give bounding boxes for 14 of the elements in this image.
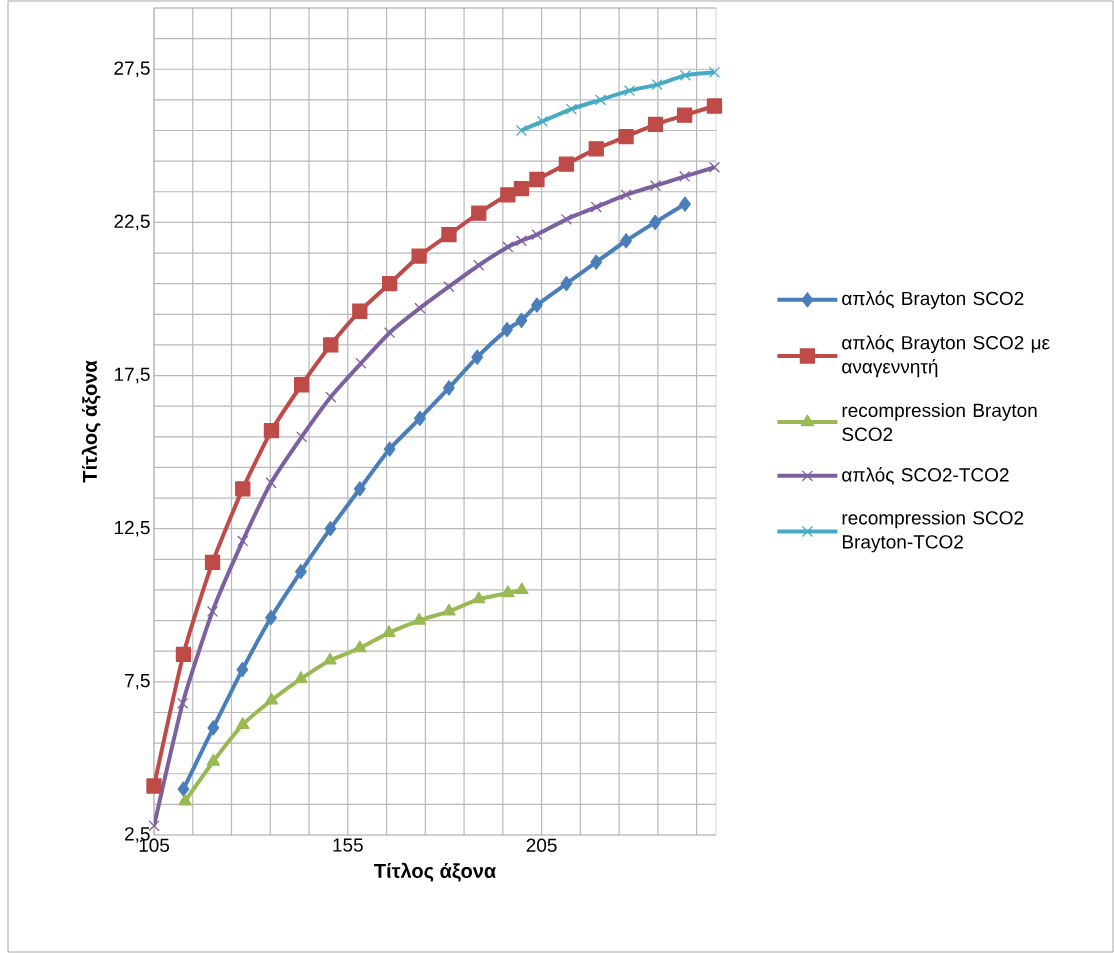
y-tick-label: 27,5 (114, 61, 150, 78)
legend-label: απλός Brayton SCO2 (842, 290, 1024, 309)
legend-label: recompression SCO2 Brayton-TCO2 (842, 510, 1024, 553)
y-tick-label: 17,5 (114, 367, 150, 384)
y-tick-label: 22,5 (114, 214, 150, 231)
legend-label: recompression Brayton SCO2 (842, 403, 1037, 442)
y-tick-label: 7,5 (125, 674, 150, 690)
x-tick-label: 205 (526, 838, 557, 852)
legend-label: απλός SCO2-TCO2 (842, 467, 1009, 485)
x-axis-title: Τίτλος άξονα (374, 862, 496, 882)
y-axis-title: Τίτλος άξονα (81, 360, 101, 483)
x-tick-label: 155 (333, 838, 363, 852)
legend-label: απλός Brayton SCO2 με αναγεννητή (842, 334, 1050, 378)
y-tick-label: 12,5 (114, 520, 150, 537)
